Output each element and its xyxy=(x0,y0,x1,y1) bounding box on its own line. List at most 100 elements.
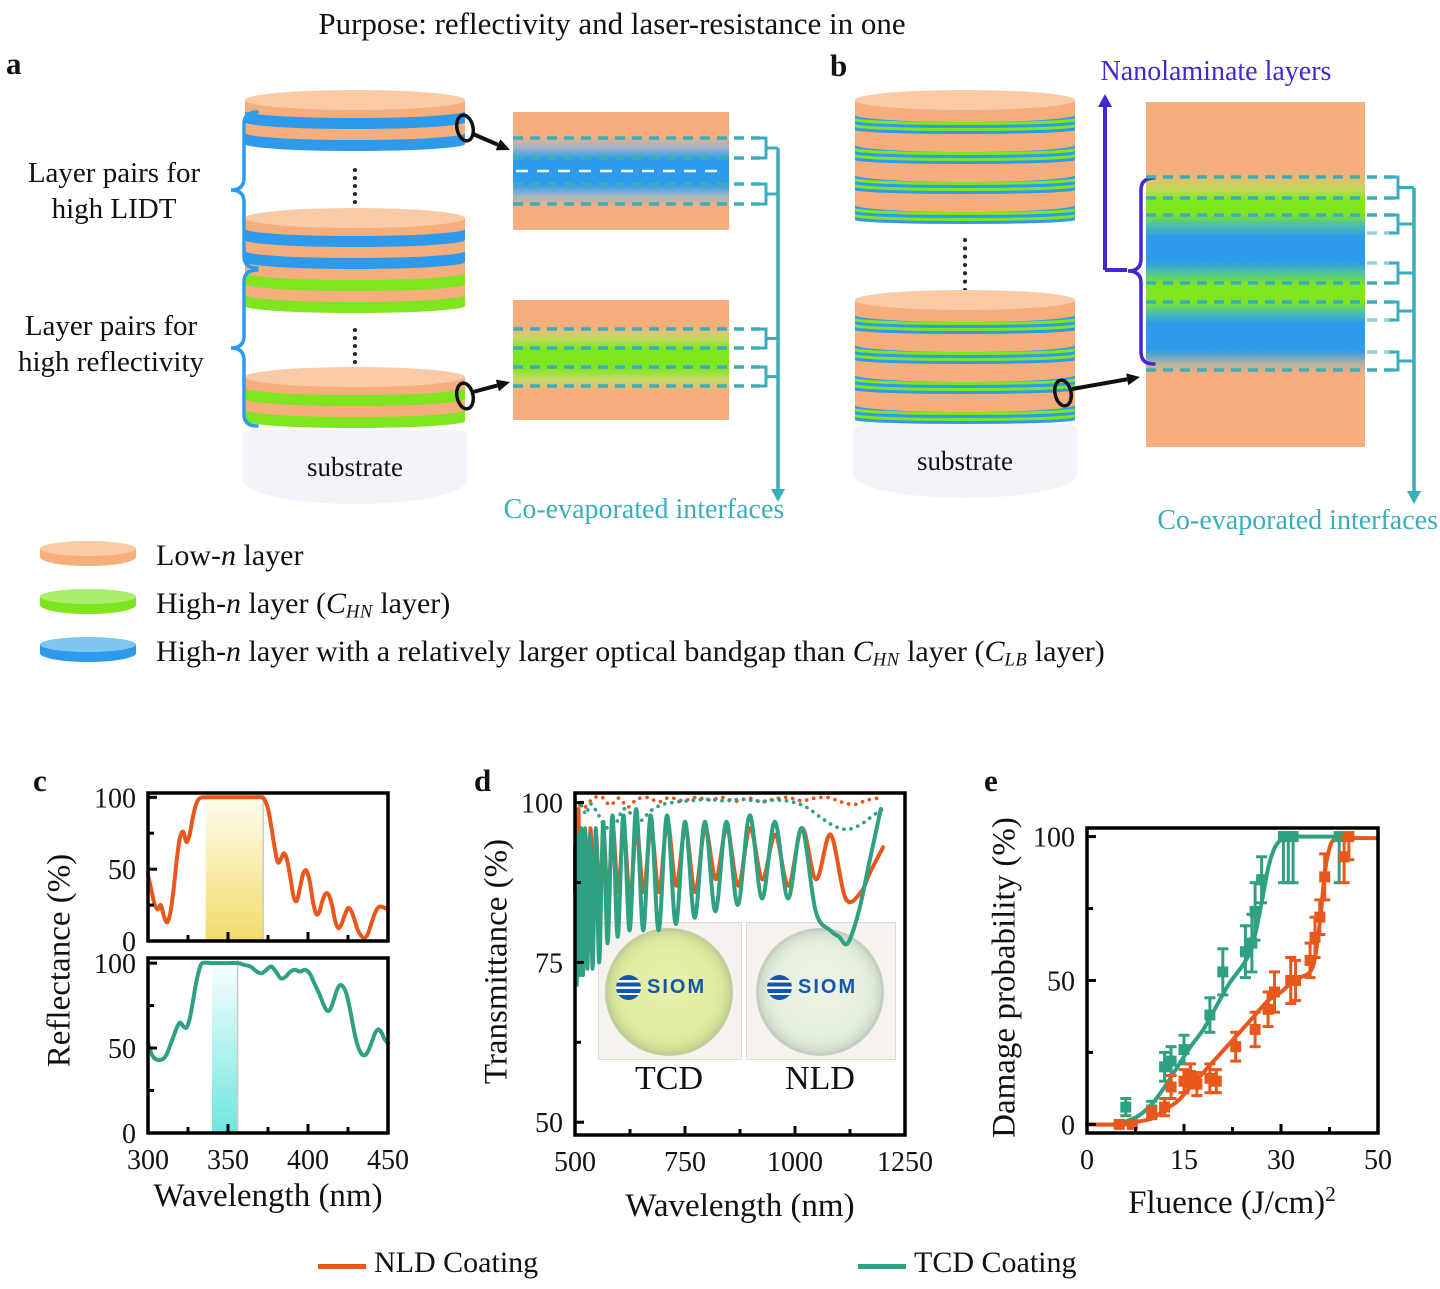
svg-text:30: 30 xyxy=(1267,1145,1295,1176)
panel-b-letter: b xyxy=(830,48,848,83)
e-xlabel: Fluence (J/cm)2 xyxy=(1082,1182,1382,1222)
disk-layer xyxy=(855,360,1075,382)
zoom-rect-nanolaminate xyxy=(1146,102,1365,447)
coevap-label-b: Co-evaporated interfaces xyxy=(1157,505,1438,536)
legend-line-tcd xyxy=(858,1264,906,1269)
chart-c_top: 0 50 100 xyxy=(94,783,390,958)
svg-text:50: 50 xyxy=(108,1034,136,1065)
legend-disk-icon-low xyxy=(40,541,136,571)
panel-c-letter: c xyxy=(33,763,47,798)
series-tcd-coating-reflectance xyxy=(146,960,390,1063)
legend-text-lb: High-n layer with a relatively larger op… xyxy=(156,635,1105,671)
svg-text:0: 0 xyxy=(1061,1110,1075,1141)
e-xlabel-sup: 2 xyxy=(1325,1182,1336,1206)
disk-layer xyxy=(855,190,1075,212)
svg-text:50: 50 xyxy=(108,855,136,886)
zoom-rect-clb-interface xyxy=(513,112,729,230)
svg-text:50: 50 xyxy=(1364,1145,1392,1176)
chart-c_bottom: 300 350 400 450 0 50 100 xyxy=(94,949,409,1176)
ellipsis-dots xyxy=(353,328,357,372)
disk-layer xyxy=(855,160,1075,182)
svg-text:1000: 1000 xyxy=(767,1147,823,1178)
magnifier-arrow-icon xyxy=(1126,373,1140,386)
svg-text:0: 0 xyxy=(1080,1145,1094,1176)
legend-disk-icon-lb xyxy=(40,637,136,667)
substrate-a: substrate xyxy=(243,430,467,504)
nanolaminate-label: Nanolaminate layers xyxy=(1100,56,1332,87)
ellipsis-dots xyxy=(963,238,967,292)
svg-text:50: 50 xyxy=(1047,967,1075,998)
label-layer-pairs-lidt: Layer pairs for high LIDT xyxy=(8,155,220,227)
inset-label-tcd: TCD xyxy=(635,1060,703,1097)
label-refl-line2: high reflectivity xyxy=(17,346,205,378)
substrate-a-label: substrate xyxy=(307,451,403,482)
series-tcd-transmittance xyxy=(573,807,883,987)
legend-label-nld: NLD Coating xyxy=(374,1246,539,1279)
label-layer-pairs-reflectivity: Layer pairs for high reflectivity xyxy=(0,308,222,380)
coated-disc-tcd: SIOM xyxy=(605,928,733,1056)
magnifier-arrow-icon xyxy=(495,139,510,151)
chart-d: 500 750 1000 1250 50 75 100 xyxy=(521,789,933,1178)
svg-text:100: 100 xyxy=(94,783,136,814)
disk-layer xyxy=(855,390,1075,412)
disk-top-ellipse xyxy=(245,367,465,387)
disk-top-ellipse xyxy=(245,90,465,110)
label-refl-line1: Layer pairs for xyxy=(24,310,198,342)
label-lidt-line1: Layer pairs for xyxy=(27,157,201,189)
series-tcd-reference-(dotted) xyxy=(573,797,885,832)
siom-globe-icon xyxy=(767,975,792,1000)
svg-text:0: 0 xyxy=(122,927,136,958)
inset-photo-nld: SIOM xyxy=(746,922,896,1060)
magnifier-arrow-icon xyxy=(495,379,510,392)
chart-e: 0 15 30 50 0 50 100 xyxy=(1033,823,1392,1176)
svg-text:100: 100 xyxy=(521,789,563,820)
disk-layer xyxy=(855,330,1075,352)
c-ylabel: Reflectance (%) xyxy=(41,853,78,1068)
panel-d-letter: d xyxy=(474,763,492,798)
label-lidt-line2: high LIDT xyxy=(51,193,177,225)
ellipsis-dots xyxy=(353,168,357,212)
panel-e-letter: e xyxy=(984,763,998,798)
svg-text:400: 400 xyxy=(287,1145,329,1176)
substrate-b: substrate xyxy=(853,424,1077,498)
svg-text:1250: 1250 xyxy=(877,1147,933,1178)
disk-layer xyxy=(855,130,1075,152)
coated-disc-nld: SIOM xyxy=(756,928,884,1056)
e-xlabel-main: Fluence (J/cm) xyxy=(1128,1185,1326,1221)
inset-photo-tcd: SIOM xyxy=(598,922,742,1060)
substrate-b-label: substrate xyxy=(917,445,1013,476)
disk-top-ellipse xyxy=(855,290,1075,310)
c-xlabel: Wavelength (nm) xyxy=(153,1178,383,1214)
svg-text:100: 100 xyxy=(1033,823,1075,854)
svg-text:300: 300 xyxy=(127,1145,169,1176)
figure-title: Purpose: reflectivity and laser-resistan… xyxy=(318,6,906,41)
legend-disk-icon-hn xyxy=(40,589,136,619)
siom-logo-text: SIOM xyxy=(798,976,858,998)
d-xlabel: Wavelength (nm) xyxy=(625,1188,855,1224)
series-nld-coating-reflectance xyxy=(146,795,390,941)
svg-text:0: 0 xyxy=(122,1119,136,1150)
disk-top-ellipse xyxy=(855,90,1075,110)
disk-top-ellipse xyxy=(245,208,465,228)
svg-text:500: 500 xyxy=(554,1147,596,1178)
arrow-down-icon xyxy=(1407,491,1421,504)
arrow-up-icon xyxy=(1098,94,1112,107)
svg-text:350: 350 xyxy=(207,1145,249,1176)
legend-label-tcd: TCD Coating xyxy=(914,1246,1077,1279)
coevap-label-a: Co-evaporated interfaces xyxy=(503,494,785,525)
siom-logo: SIOM xyxy=(767,975,857,1000)
svg-text:50: 50 xyxy=(535,1108,563,1139)
svg-text:75: 75 xyxy=(535,948,563,979)
svg-text:15: 15 xyxy=(1170,1145,1198,1176)
inset-label-nld: NLD xyxy=(785,1060,855,1097)
svg-text:450: 450 xyxy=(367,1145,409,1176)
svg-text:750: 750 xyxy=(664,1147,706,1178)
svg-text:100: 100 xyxy=(94,949,136,980)
panel-a-letter: a xyxy=(6,46,22,81)
zoom-rect-chn-interface xyxy=(513,300,729,420)
siom-logo: SIOM xyxy=(616,975,706,1000)
siom-logo-text: SIOM xyxy=(647,976,707,998)
siom-globe-icon xyxy=(616,975,641,1000)
legend-text-low: Low-n layer xyxy=(156,539,304,572)
legend-line-nld xyxy=(318,1264,366,1269)
